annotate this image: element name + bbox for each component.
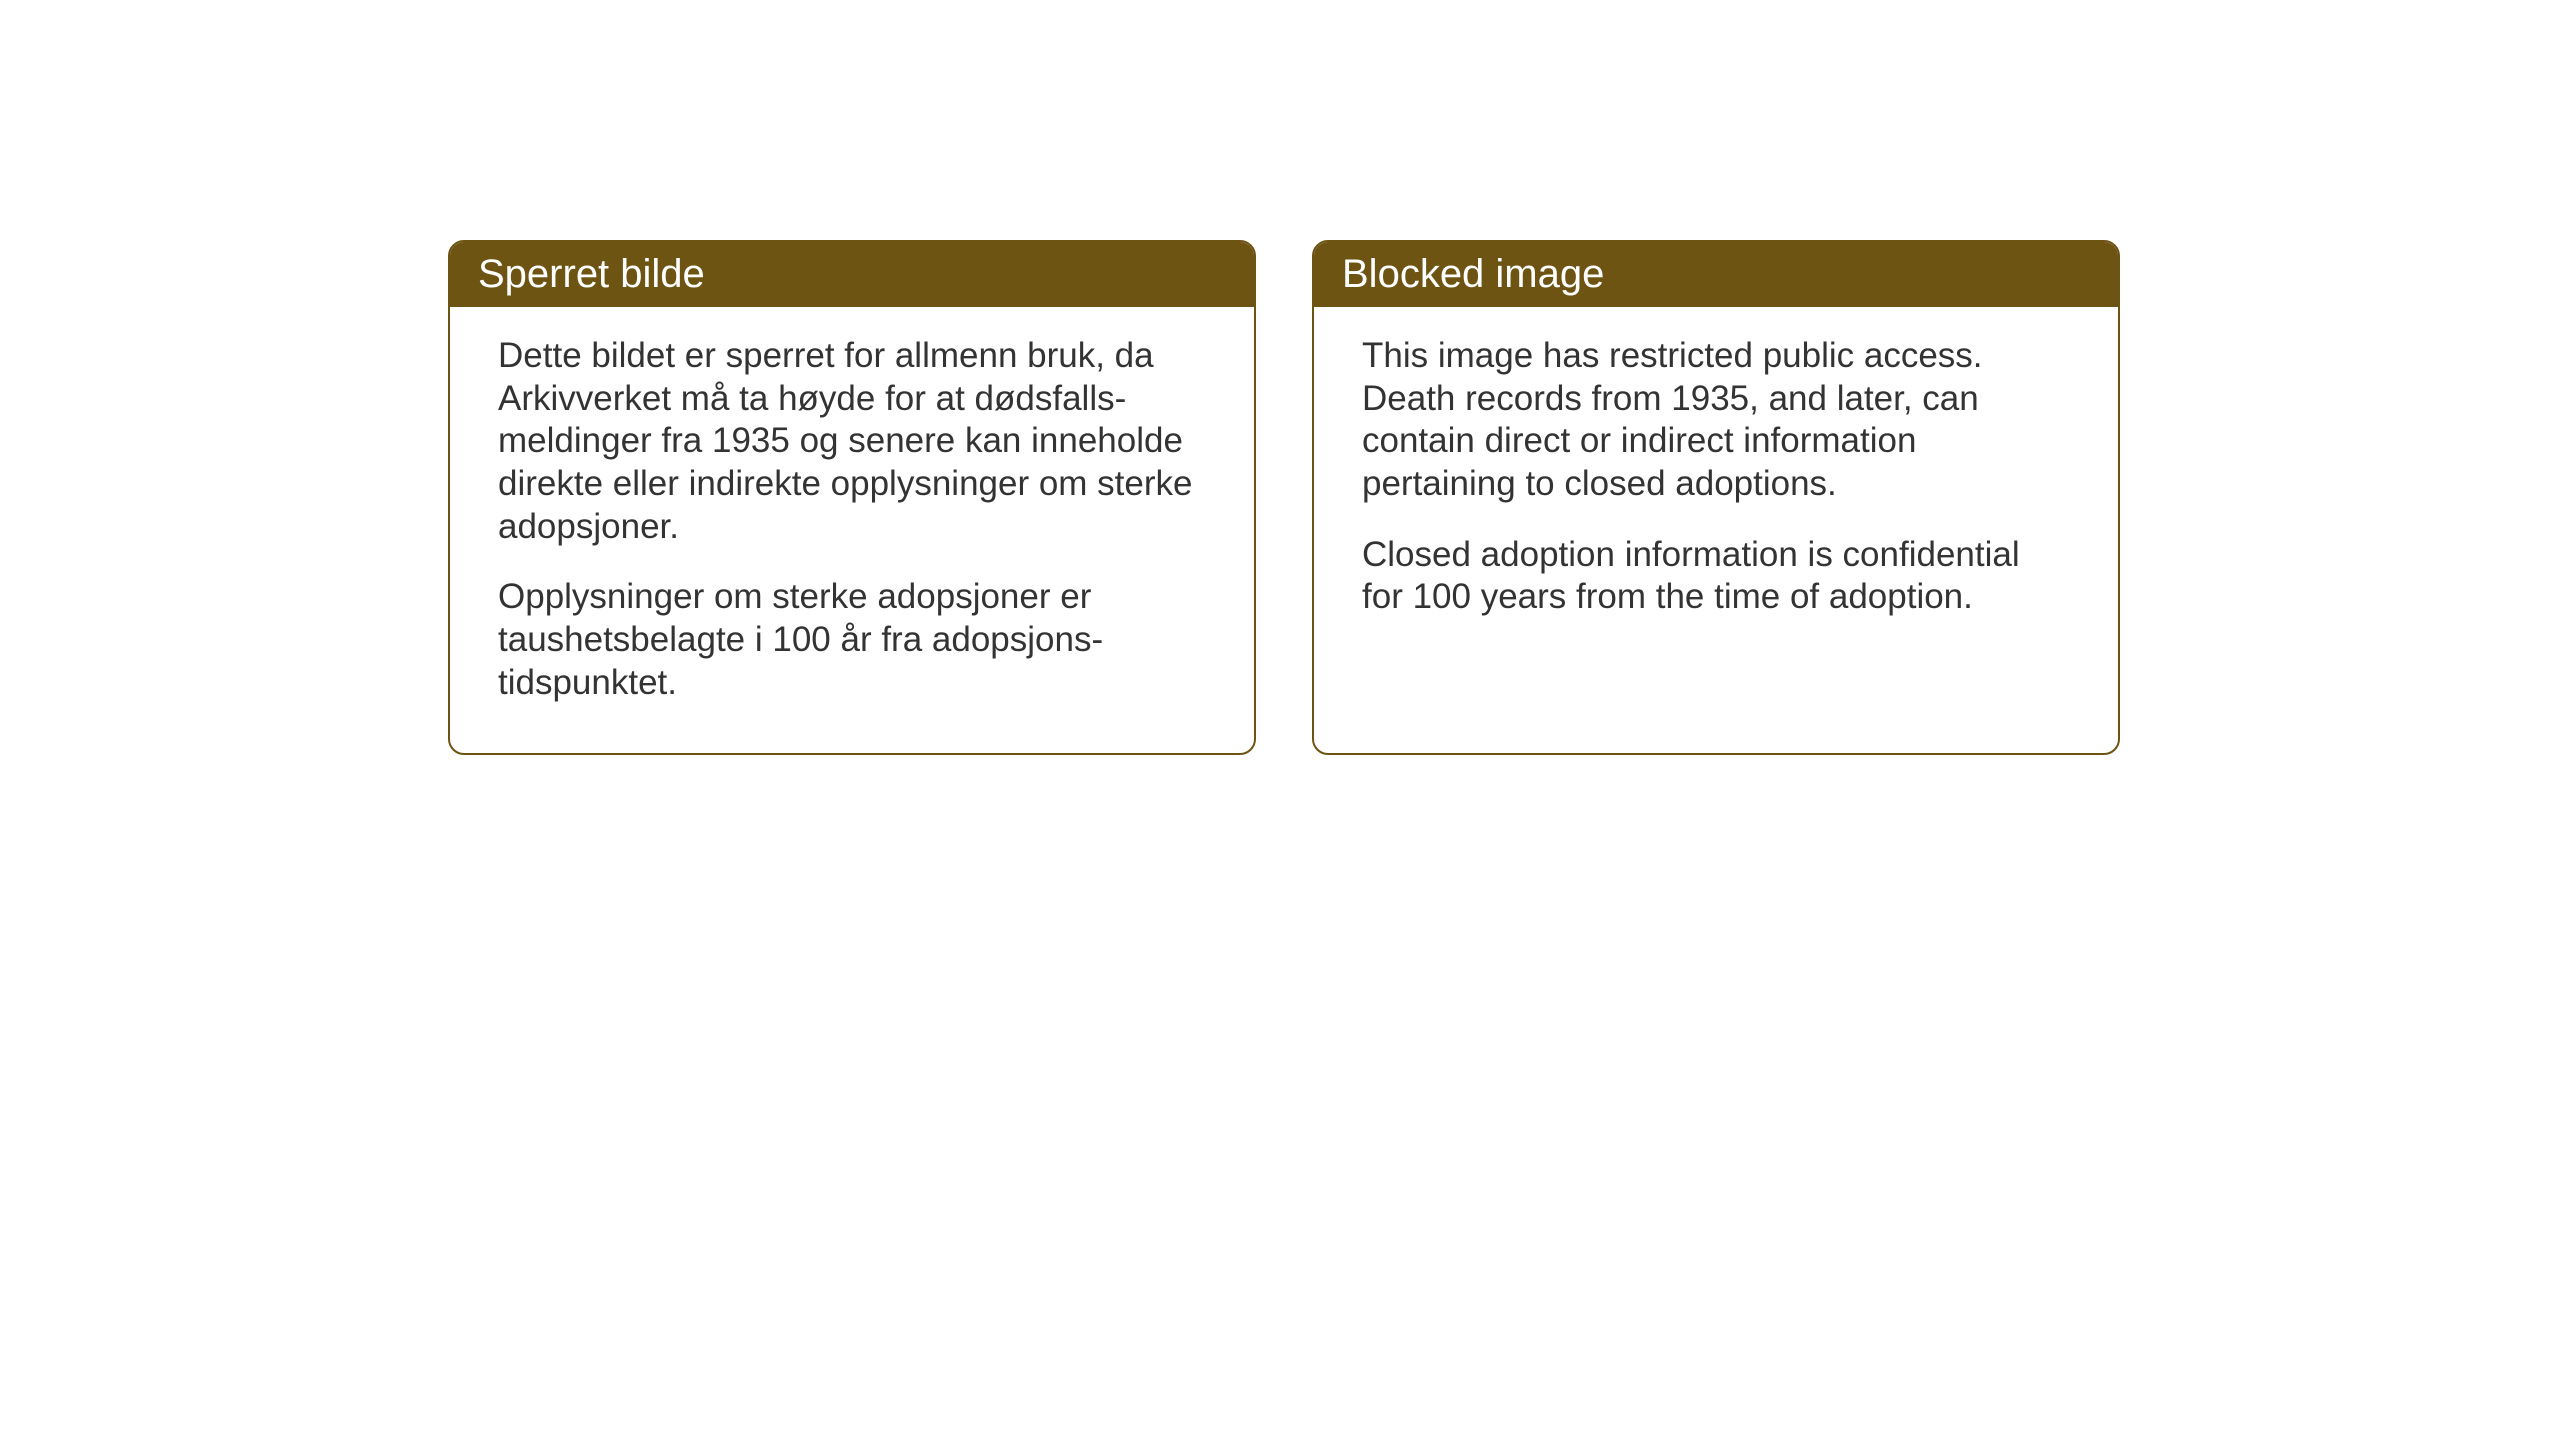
cards-container: Sperret bilde Dette bildet er sperret fo… xyxy=(448,240,2120,755)
english-paragraph-2: Closed adoption information is confident… xyxy=(1362,534,2070,619)
english-card-title: Blocked image xyxy=(1314,242,2118,307)
english-card-body: This image has restricted public access.… xyxy=(1314,307,2118,667)
norwegian-paragraph-2: Opplysninger om sterke adopsjoner er tau… xyxy=(498,576,1206,704)
norwegian-card-title: Sperret bilde xyxy=(450,242,1254,307)
norwegian-card-body: Dette bildet er sperret for allmenn bruk… xyxy=(450,307,1254,753)
norwegian-card: Sperret bilde Dette bildet er sperret fo… xyxy=(448,240,1256,755)
english-card: Blocked image This image has restricted … xyxy=(1312,240,2120,755)
english-paragraph-1: This image has restricted public access.… xyxy=(1362,335,2070,506)
norwegian-paragraph-1: Dette bildet er sperret for allmenn bruk… xyxy=(498,335,1206,548)
